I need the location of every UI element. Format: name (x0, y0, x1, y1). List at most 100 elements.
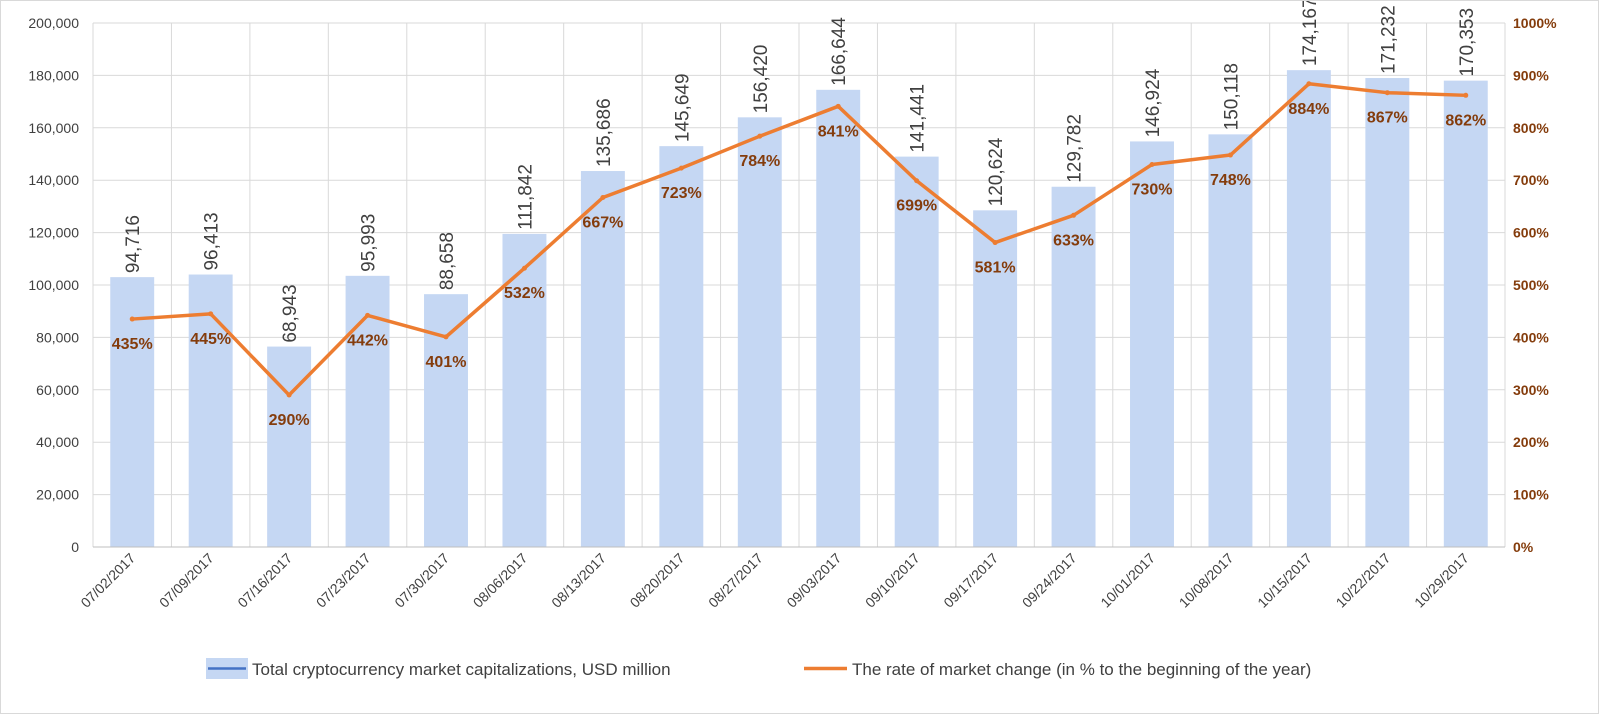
line-point (208, 311, 214, 317)
y-left-tick-label: 140,000 (28, 172, 79, 188)
x-tick-label: 07/09/2017 (156, 550, 217, 611)
y-right-tick-label: 600% (1513, 225, 1549, 241)
rate-value-label: 748% (1210, 172, 1251, 189)
x-tick-label: 09/10/2017 (862, 550, 923, 611)
y-left-tick-label: 120,000 (28, 225, 79, 241)
bar-value-label: 120,624 (986, 137, 1007, 206)
line-point (1071, 212, 1077, 218)
bar (502, 233, 547, 547)
bar-value-label: 88,658 (437, 232, 458, 290)
bar-value-label: 129,782 (1065, 114, 1086, 183)
y-left-tick-label: 200,000 (28, 15, 79, 31)
line-point (521, 265, 527, 271)
bar-value-label: 111,842 (515, 164, 536, 230)
y-right-tick-label: 200% (1513, 434, 1549, 450)
x-tick-label: 07/16/2017 (234, 550, 295, 611)
rate-value-label: 532% (504, 285, 545, 302)
line-point (678, 165, 684, 171)
rate-value-label: 401% (426, 354, 467, 371)
bar-value-label: 96,413 (202, 212, 223, 270)
x-tick-label: 10/15/2017 (1254, 550, 1315, 611)
x-tick-label: 09/24/2017 (1019, 550, 1080, 611)
line-point (1463, 92, 1469, 98)
bar (1051, 186, 1096, 547)
bar-value-label: 141,441 (908, 84, 929, 153)
x-tick-label: 07/30/2017 (391, 550, 452, 611)
bar (973, 210, 1018, 547)
line-point (443, 334, 449, 340)
y-right-tick-label: 300% (1513, 382, 1549, 398)
bar-value-label: 170,353 (1457, 8, 1478, 77)
gridlines (92, 22, 1506, 547)
bar-value-label: 156,420 (751, 45, 772, 114)
x-tick-label: 10/29/2017 (1411, 550, 1472, 611)
x-tick-label: 07/02/2017 (77, 550, 138, 611)
rate-value-label: 633% (1053, 232, 1094, 249)
bar-value-label: 150,118 (1221, 63, 1242, 130)
x-tick-label: 08/20/2017 (627, 550, 688, 611)
y-right-tick-label: 0% (1513, 539, 1534, 555)
bar-series (110, 70, 1488, 548)
line-point (1149, 161, 1155, 167)
y-left-tick-label: 180,000 (28, 67, 79, 83)
rate-value-label: 667% (582, 214, 623, 231)
rate-line (132, 82, 1466, 397)
bar-value-label: 94,716 (123, 215, 144, 273)
y-right-tick-label: 900% (1513, 67, 1549, 83)
rate-value-label: 862% (1445, 112, 1486, 129)
x-tick-label: 08/27/2017 (705, 550, 766, 611)
bar (188, 274, 233, 547)
line-point (1384, 90, 1390, 96)
bar (659, 146, 704, 547)
legend-line-label: The rate of market change (in % to the b… (852, 660, 1311, 679)
data-labels: 94,716 96,413 68,943 95,993 88,658 111,842 135… (112, 1, 1486, 429)
bar-value-label: 95,993 (359, 214, 380, 272)
y-right-tick-label: 400% (1513, 329, 1549, 345)
line-point (914, 178, 920, 184)
bar (110, 277, 155, 547)
rate-value-label: 445% (190, 331, 231, 348)
rate-value-label: 290% (269, 412, 310, 429)
line-point (286, 392, 292, 398)
line-series (129, 81, 1469, 398)
y-left-tick-label: 60,000 (36, 382, 79, 398)
y-left-tick-label: 0 (71, 539, 79, 555)
y-left-tick-label: 40,000 (36, 434, 79, 450)
x-tick-label: 09/03/2017 (783, 550, 844, 611)
bar (894, 156, 939, 547)
bar (580, 171, 625, 547)
rate-value-label: 442% (347, 332, 388, 349)
x-tick-label: 10/08/2017 (1176, 550, 1237, 611)
line-point (1306, 81, 1312, 87)
bar (1365, 78, 1410, 548)
rate-value-label: 699% (896, 198, 937, 215)
x-tick-label: 08/13/2017 (548, 550, 609, 611)
bar-value-label: 174,167 (1300, 1, 1321, 66)
bar (1286, 70, 1331, 547)
rate-value-label: 723% (661, 185, 702, 202)
x-tick-label: 10/01/2017 (1097, 550, 1158, 611)
rate-value-label: 730% (1132, 181, 1173, 198)
bar-value-label: 166,644 (829, 17, 850, 86)
legend-bar-label: Total cryptocurrency market capitalizati… (252, 660, 671, 679)
x-tick-label: 08/06/2017 (470, 550, 531, 611)
line-point (365, 312, 371, 318)
y-left-tick-label: 80,000 (36, 329, 79, 345)
bar (737, 117, 782, 547)
line-point (600, 194, 606, 200)
bar (816, 89, 861, 547)
rate-value-label: 435% (112, 336, 153, 353)
y-right-tick-label: 800% (1513, 120, 1549, 136)
bar (1130, 141, 1174, 547)
bar-value-label: 145,649 (672, 73, 693, 142)
rate-value-label: 581% (975, 260, 1016, 277)
x-tick-label: 09/17/2017 (940, 550, 1001, 611)
bar-value-label: 135,686 (594, 98, 615, 167)
line-point (1227, 152, 1233, 158)
x-tick-label: 10/22/2017 (1333, 550, 1394, 611)
bar-value-label: 68,943 (280, 284, 301, 342)
line-point (757, 133, 763, 139)
bar (1208, 134, 1253, 547)
